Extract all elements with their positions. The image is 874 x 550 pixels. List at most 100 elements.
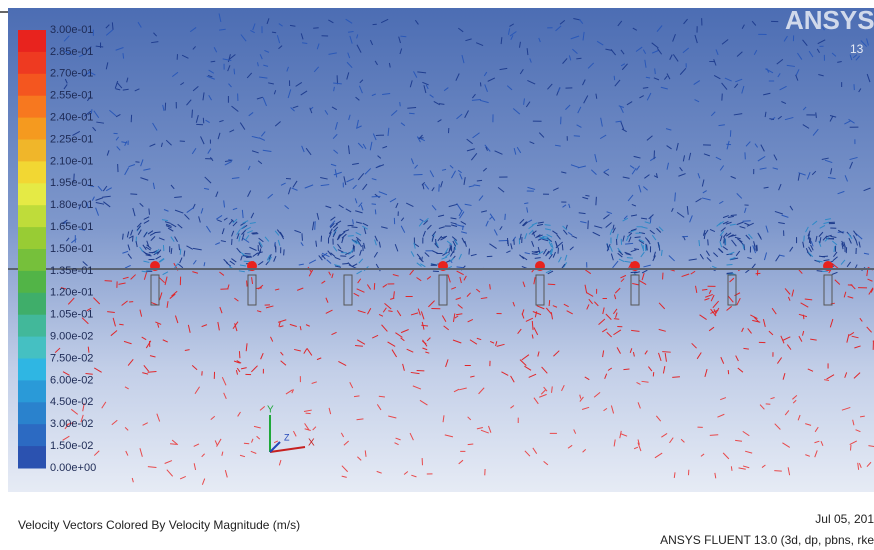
- vector: [710, 435, 718, 436]
- logo-brand: ANSYS: [785, 5, 874, 35]
- colorbar-segment: [18, 293, 46, 315]
- vector: [123, 234, 124, 240]
- solver-info: ANSYS FLUENT 13.0 (3d, dp, pbns, rke: [660, 533, 874, 547]
- vector: [251, 233, 257, 234]
- vector: [375, 209, 376, 214]
- colorbar-label: 1.35e-01: [50, 265, 93, 277]
- x-axis-label: X: [308, 438, 315, 449]
- vector: [614, 319, 619, 320]
- colorbar-label: 1.65e-01: [50, 221, 93, 233]
- colorbar-label: 7.50e-02: [50, 352, 93, 364]
- vector: [211, 61, 216, 62]
- vector: [400, 102, 401, 106]
- vector: [372, 196, 381, 197]
- vector: [727, 264, 733, 265]
- vector: [672, 377, 680, 378]
- vector: [804, 236, 805, 242]
- y-axis-label: Y: [267, 405, 274, 416]
- colorbar-label: 3.00e-01: [50, 24, 93, 36]
- vector: [313, 28, 318, 29]
- colorbar-segment: [18, 183, 46, 205]
- vector: [755, 245, 756, 251]
- vector: [645, 245, 646, 251]
- vector: [508, 240, 509, 246]
- fluent-window: 3.00e-012.85e-012.70e-012.55e-012.40e-01…: [0, 0, 874, 550]
- colorbar-segment: [18, 227, 46, 249]
- z-axis-label: Z: [284, 432, 290, 442]
- colorbar-segment: [18, 161, 46, 183]
- vector: [731, 466, 732, 471]
- vector: [708, 239, 709, 245]
- vector: [119, 324, 123, 325]
- vector: [757, 269, 758, 275]
- vector: [132, 236, 133, 242]
- colorbar-label: 1.20e-01: [50, 287, 93, 299]
- vector: [834, 246, 835, 252]
- vector: [135, 162, 139, 163]
- vector: [731, 215, 737, 216]
- vector: [407, 108, 416, 109]
- vector: [180, 249, 181, 255]
- vector: [468, 444, 474, 445]
- vector: [817, 271, 823, 272]
- colorbar-segment: [18, 96, 46, 118]
- vector: [348, 236, 354, 237]
- vector: [348, 225, 354, 226]
- vector: [352, 227, 358, 228]
- date: Jul 05, 201: [815, 512, 874, 526]
- colorbar-segment: [18, 205, 46, 227]
- colorbar-label: 1.95e-01: [50, 177, 93, 189]
- colorbar-label: 2.70e-01: [50, 68, 93, 80]
- colorbar-segment: [18, 118, 46, 140]
- colorbar-segment: [18, 402, 46, 424]
- colorbar-label: 2.85e-01: [50, 46, 93, 58]
- vector: [379, 396, 385, 397]
- vector: [477, 180, 482, 181]
- vector: [234, 69, 235, 75]
- vector: [699, 240, 700, 246]
- colorbar-segment: [18, 337, 46, 359]
- vector: [348, 32, 353, 33]
- vector: [558, 248, 559, 254]
- vector: [247, 280, 248, 286]
- colorbar-label: 1.50e-02: [50, 440, 93, 452]
- colorbar-segment: [18, 271, 46, 293]
- colorbar-segment: [18, 359, 46, 381]
- colorbar-label: 2.40e-01: [50, 112, 93, 124]
- colorbar-label: 9.00e-02: [50, 331, 93, 343]
- vector: [562, 244, 563, 250]
- vector: [655, 68, 656, 74]
- vector: [192, 110, 193, 118]
- vector: [774, 471, 782, 472]
- colorbar-label: 3.00e-02: [50, 418, 93, 430]
- vector: [170, 444, 177, 445]
- vector: [302, 233, 303, 240]
- vector: [623, 369, 629, 370]
- vector: [228, 160, 232, 161]
- vector: [596, 197, 597, 205]
- colorbar-segment: [18, 315, 46, 337]
- colorbar-segment: [18, 74, 46, 96]
- colorbar-label: 2.25e-01: [50, 133, 93, 145]
- logo-version: 13: [850, 42, 864, 56]
- graphics-viewport: [8, 8, 874, 492]
- colorbar-segment: [18, 424, 46, 446]
- vector: [816, 112, 817, 117]
- vector: [743, 348, 748, 349]
- vector: [662, 352, 671, 353]
- vector: [647, 245, 648, 251]
- vector: [635, 237, 641, 238]
- colorbar-label: 4.50e-02: [50, 396, 93, 408]
- vector: [123, 53, 124, 58]
- vector: [549, 300, 550, 306]
- vector: [409, 113, 415, 114]
- vector: [534, 251, 540, 252]
- colorbar-label: 1.80e-01: [50, 199, 93, 211]
- colorbar-label: 1.05e-01: [50, 309, 93, 321]
- vector: [272, 32, 276, 33]
- colorbar-label: 2.10e-01: [50, 155, 93, 167]
- colorbar-segment: [18, 446, 46, 468]
- caption: Velocity Vectors Colored By Velocity Mag…: [18, 518, 300, 532]
- vector: [576, 58, 581, 59]
- colorbar: 3.00e-012.85e-012.70e-012.55e-012.40e-01…: [18, 24, 96, 474]
